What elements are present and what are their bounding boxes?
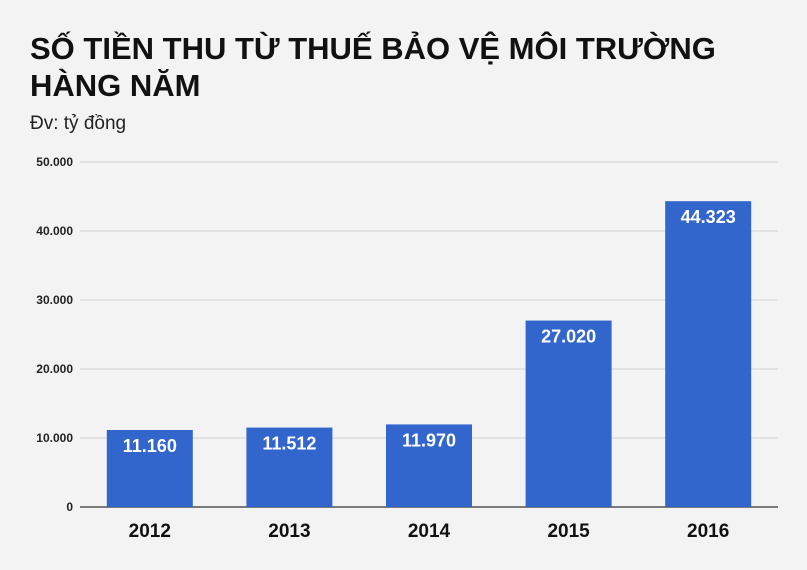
y-tick-label: 20.000: [36, 362, 73, 376]
data-label: 27.020: [541, 327, 596, 347]
y-tick-label: 40.000: [36, 224, 73, 238]
x-tick-label: 2016: [687, 521, 729, 542]
bar-2014: [386, 424, 472, 507]
x-tick-label: 2013: [268, 521, 310, 542]
data-label: 11.970: [402, 430, 456, 450]
x-tick-label: 2015: [547, 521, 590, 542]
chart-unit-subtitle: Đv: tỷ đồng: [30, 113, 127, 134]
data-label: 11.160: [123, 436, 177, 456]
x-tick-label: 2012: [129, 521, 171, 542]
gridlines: [80, 161, 778, 508]
bar-2015: [525, 320, 612, 507]
bars: 11.160 11.512 11.970 27.020 44.323: [106, 201, 752, 507]
y-tick-label: 10.000: [36, 431, 73, 445]
x-axis-tick-labels: 2012 2013 2014 2015 2016: [129, 521, 730, 542]
y-tick-label: 30.000: [36, 293, 73, 307]
y-tick-label: 50.000: [36, 155, 73, 169]
data-label: 11.512: [262, 434, 316, 454]
y-axis-tick-labels: 0 10.000 20.000 30.000 40.000 50.000: [36, 155, 73, 514]
y-tick-label: 0: [66, 500, 73, 514]
x-tick-label: 2014: [408, 521, 451, 542]
bar-2016: [665, 201, 752, 507]
data-label: 44.323: [681, 207, 736, 227]
bar-2012: [106, 429, 193, 507]
bar-2013: [246, 427, 333, 507]
chart-title: SỐ TIỀN THU TỪ THUẾ BẢO VỆ MÔI TRƯỜNG HÀ…: [30, 31, 716, 103]
